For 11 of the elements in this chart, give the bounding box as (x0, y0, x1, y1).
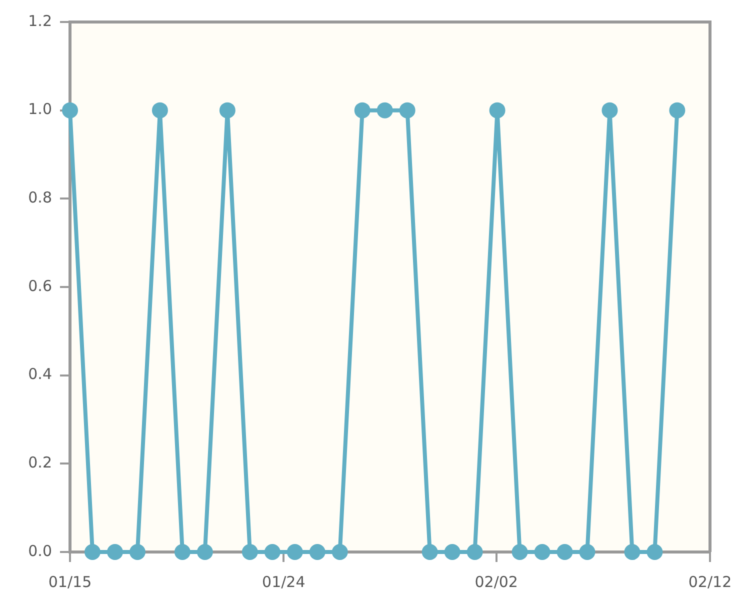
x-tick-label: 02/12 (688, 572, 732, 591)
y-tick-label: 0.6 (28, 276, 52, 295)
x-tick-label: 01/24 (262, 572, 306, 591)
y-tick-label: 0.4 (28, 365, 52, 384)
y-tick-label: 0.8 (28, 188, 52, 207)
y-tick-label: 0.2 (28, 454, 52, 472)
x-tick-label: 02/02 (474, 572, 518, 591)
y-tick-label: 1.0 (28, 100, 52, 118)
y-tick-label: 0.0 (28, 542, 52, 560)
y-tick-label: 1.2 (28, 12, 52, 30)
x-tick-label: 01/15 (48, 572, 92, 591)
